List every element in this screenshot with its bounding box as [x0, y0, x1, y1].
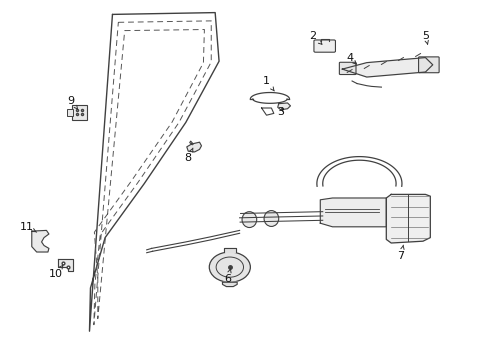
- Text: 2: 2: [309, 31, 321, 44]
- Polygon shape: [342, 58, 432, 77]
- Polygon shape: [222, 282, 237, 287]
- Ellipse shape: [264, 211, 278, 226]
- Text: 9: 9: [67, 96, 78, 109]
- Text: 3: 3: [277, 107, 284, 117]
- Text: 8: 8: [184, 148, 193, 163]
- Text: 11: 11: [20, 222, 37, 232]
- FancyBboxPatch shape: [339, 62, 355, 75]
- Text: 4: 4: [346, 53, 356, 64]
- Polygon shape: [224, 248, 235, 252]
- Ellipse shape: [242, 212, 256, 228]
- FancyBboxPatch shape: [313, 40, 335, 52]
- Text: 5: 5: [421, 31, 428, 44]
- Polygon shape: [277, 103, 290, 110]
- Polygon shape: [32, 230, 49, 252]
- FancyBboxPatch shape: [72, 105, 87, 120]
- Polygon shape: [320, 198, 386, 227]
- Text: 10: 10: [49, 265, 63, 279]
- Polygon shape: [386, 194, 429, 243]
- Circle shape: [209, 252, 250, 282]
- Text: 6: 6: [224, 269, 231, 284]
- Text: 1: 1: [263, 76, 274, 91]
- FancyBboxPatch shape: [67, 109, 73, 116]
- Polygon shape: [186, 142, 201, 152]
- FancyBboxPatch shape: [418, 57, 438, 73]
- Text: 7: 7: [397, 245, 404, 261]
- Polygon shape: [58, 259, 73, 271]
